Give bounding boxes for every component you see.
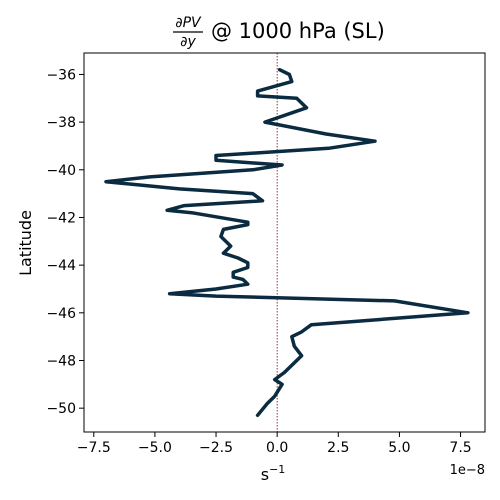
x-axis-label-base: s [261,465,269,484]
x-tick-label: 2.5 [327,440,349,456]
y-tick-label: −46 [46,306,76,322]
title-text: @ 1000 hPa (SL) [211,19,385,43]
y-tick-label: −36 [46,67,76,83]
x-tick-label: −5.0 [138,440,172,456]
plot-frame [83,52,486,433]
y-axis-ticks: −36 −38 −40 −42 −44 −46 −48 −50 [46,67,84,417]
x-axis-ticks: −7.5 −5.0 −2.5 0.0 2.5 5.0 7.5 [77,432,472,456]
title-fraction-numerator: ∂PV [175,15,202,31]
x-tick-label: −2.5 [199,440,233,456]
y-tick-label: −44 [46,258,76,274]
x-axis-offset-label: 1e−8 [450,463,485,478]
x-tick-label: −7.5 [77,440,111,456]
y-tick-label: −50 [46,401,76,417]
x-axis-label-superscript: −1 [269,463,285,476]
x-axis-label: s−1 [261,463,286,484]
x-tick-label: 5.0 [388,440,410,456]
x-tick-label: 7.5 [449,440,471,456]
title-fraction-denominator: ∂y [180,34,196,50]
y-tick-label: −40 [46,163,76,179]
y-axis-label: Latitude [16,210,35,276]
chart-title: ∂PV ∂y @ 1000 hPa (SL) [173,15,385,50]
x-tick-label: 0.0 [266,440,288,456]
y-tick-label: −48 [46,353,76,369]
y-tick-label: −38 [46,115,76,131]
series-line-0 [104,67,470,418]
plot-area [104,53,470,432]
y-tick-label: −42 [46,210,76,226]
